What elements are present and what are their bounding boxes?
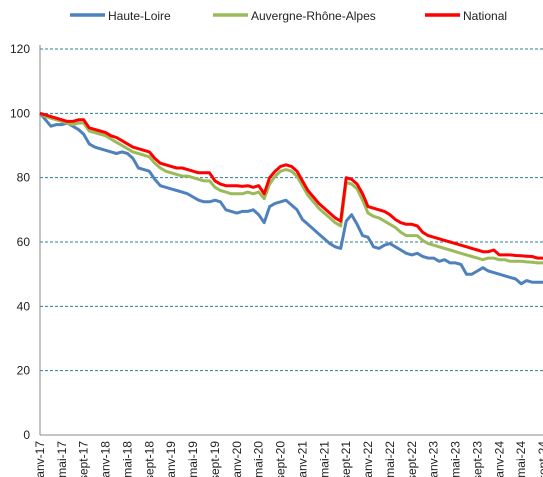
series-line [39, 111, 543, 260]
y-tick-label: 80 [17, 171, 31, 185]
x-tick-label: sept-21 [339, 441, 353, 477]
x-tick-label: mai-21 [317, 441, 331, 477]
x-tick-label: mai-20 [252, 441, 266, 477]
y-tick-label: 0 [23, 428, 30, 442]
y-tick-label: 120 [10, 42, 30, 56]
x-tick-label: mai-23 [449, 441, 463, 477]
x-tick-label: mai-22 [383, 441, 397, 477]
x-tick-label: sept-19 [208, 441, 222, 477]
series-line [38, 112, 543, 286]
x-tick-label: janv-18 [99, 441, 113, 477]
y-tick-label: 60 [17, 235, 31, 249]
y-tick-label: 40 [17, 299, 31, 313]
series-line [39, 112, 543, 265]
x-tick-label: janv-20 [230, 441, 244, 477]
x-tick-label: janv-23 [427, 441, 441, 477]
x-tick-label: janv-17 [33, 441, 47, 477]
legend-label: National [463, 9, 507, 23]
x-tick-label: mai-18 [120, 441, 134, 477]
legend-label: Haute-Loire [108, 9, 171, 23]
y-tick-label: 20 [17, 364, 31, 378]
x-tick-label: mai-17 [55, 441, 69, 477]
x-tick-label: janv-22 [361, 441, 375, 477]
x-tick-label: sept-23 [470, 441, 484, 477]
x-tick-label: mai-24 [514, 441, 528, 477]
y-tick-label: 100 [10, 106, 30, 120]
x-tick-label: mai-19 [186, 441, 200, 477]
x-tick-label: sept-18 [142, 441, 156, 477]
x-tick-label: sept-24 [536, 441, 543, 477]
x-tick-label: sept-17 [77, 441, 91, 477]
x-tick-label: janv-21 [295, 441, 309, 477]
legend-label: Auvergne-Rhône-Alpes [251, 9, 376, 23]
x-tick-label: janv-24 [492, 441, 506, 477]
x-tick-label: sept-20 [274, 441, 288, 477]
x-tick-label: janv-19 [164, 441, 178, 477]
x-tick-label: sept-22 [405, 441, 419, 477]
